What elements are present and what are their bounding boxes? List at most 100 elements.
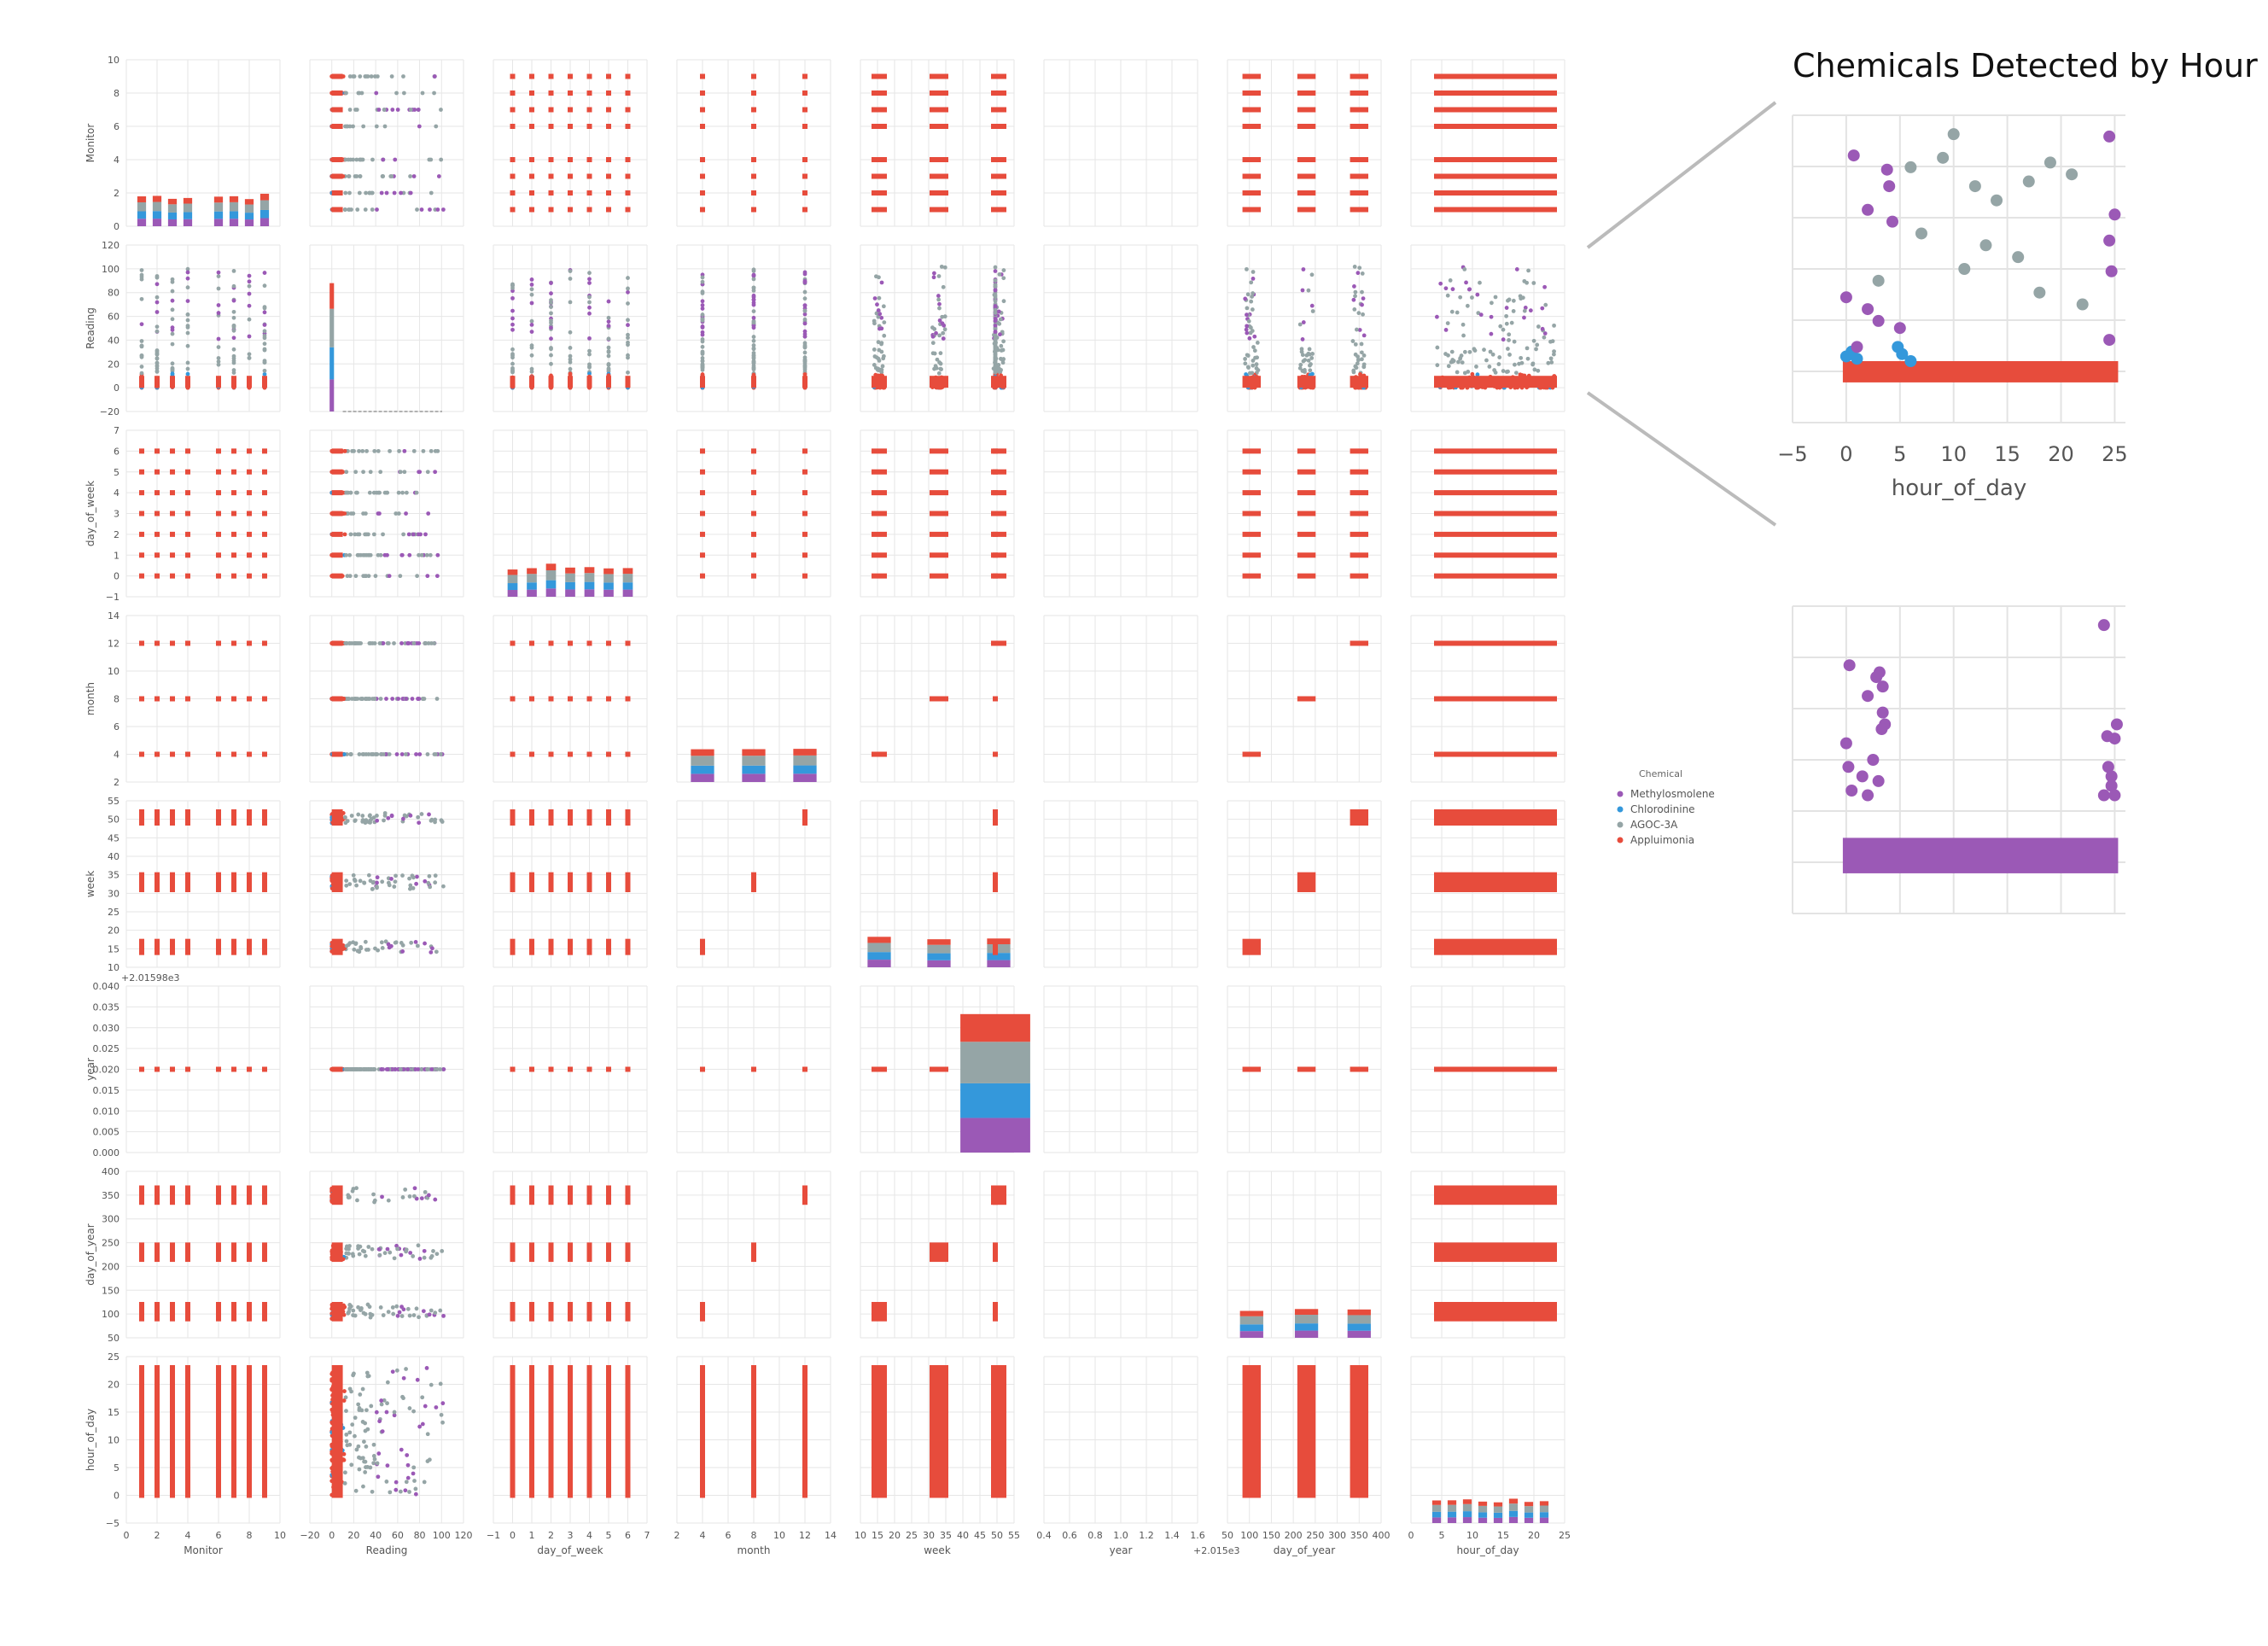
scatter-point bbox=[1243, 357, 1248, 361]
scatter-block bbox=[700, 107, 705, 113]
x-tick-label: 7 bbox=[644, 1530, 650, 1541]
scatter-block bbox=[331, 1302, 343, 1322]
scatter-point bbox=[262, 329, 267, 334]
scatter-block bbox=[930, 73, 948, 79]
y-tick-label: 200 bbox=[102, 1261, 120, 1272]
scatter-point bbox=[155, 300, 160, 305]
legend-label: Chlorodinine bbox=[1630, 803, 1695, 815]
scatter-block bbox=[529, 124, 534, 129]
scatter-block bbox=[930, 469, 948, 475]
scatter-point bbox=[1001, 357, 1006, 361]
scatter-point bbox=[231, 328, 236, 333]
y-tick-label: 100 bbox=[102, 1309, 120, 1320]
scatter-block bbox=[1242, 531, 1261, 537]
y-tick-label: 0.015 bbox=[93, 1085, 120, 1096]
scatter-point bbox=[394, 90, 399, 96]
scatter-block bbox=[216, 1365, 221, 1498]
scatter-point bbox=[342, 448, 347, 453]
cell-Monitor-vs-hour_of_day bbox=[1410, 59, 1565, 227]
scatter-block bbox=[1297, 173, 1316, 179]
scatter-point bbox=[751, 355, 756, 359]
scatter-block bbox=[231, 1302, 236, 1322]
scatter-block bbox=[606, 207, 611, 213]
scatter-block bbox=[247, 872, 252, 892]
scatter-point bbox=[427, 1312, 432, 1317]
scatter-point bbox=[1448, 278, 1453, 283]
scatter-point bbox=[416, 814, 421, 820]
y-axis-label: week bbox=[85, 871, 96, 898]
scatter-block bbox=[231, 376, 236, 388]
scatter-block bbox=[1297, 511, 1316, 517]
scatter-block bbox=[700, 207, 705, 213]
scatter-point bbox=[362, 880, 367, 885]
hist-bar bbox=[507, 569, 518, 575]
y-tick-label: 50 bbox=[108, 814, 120, 826]
scatter-block bbox=[155, 552, 160, 558]
scatter-point bbox=[344, 1251, 349, 1256]
scatter-point bbox=[363, 207, 368, 212]
scatter-block bbox=[155, 696, 160, 702]
scatter-point bbox=[875, 302, 879, 307]
scatter-block bbox=[802, 511, 808, 517]
x-tick-label: 2 bbox=[548, 1530, 554, 1541]
scatter-point bbox=[1353, 364, 1358, 369]
scatter-point bbox=[549, 281, 553, 285]
scatter-point bbox=[940, 314, 945, 319]
scatter-point bbox=[371, 532, 376, 537]
cell-hour_of_day-vs-Reading bbox=[309, 1356, 464, 1524]
scatter-point bbox=[407, 1490, 411, 1494]
scatter-point bbox=[379, 1398, 384, 1403]
y-tick-label: 0.000 bbox=[93, 1147, 120, 1159]
scatter-block bbox=[751, 124, 756, 129]
hist-bar bbox=[137, 211, 147, 219]
scatter-point bbox=[363, 532, 368, 537]
x-tick-label: 10 bbox=[1466, 1530, 1478, 1541]
scatter-block bbox=[751, 73, 756, 79]
scatter-point bbox=[170, 366, 175, 371]
cell-day_of_year-vs-month bbox=[676, 1170, 831, 1339]
scatter-point bbox=[342, 532, 347, 537]
x-tick-label: 4 bbox=[185, 1530, 191, 1541]
scatter-point bbox=[993, 357, 998, 361]
scatter-point bbox=[1478, 312, 1484, 318]
scatter-block bbox=[548, 124, 554, 129]
scatter-point bbox=[700, 306, 705, 311]
scatter-point bbox=[415, 207, 419, 212]
scatter-point bbox=[510, 316, 515, 321]
scatter-block bbox=[216, 809, 221, 826]
scatter-point bbox=[423, 1189, 428, 1194]
scatter-point bbox=[360, 1248, 365, 1253]
scatter-point bbox=[1248, 325, 1253, 330]
scatter-block bbox=[1297, 1365, 1316, 1498]
cell-year-vs-day_of_year bbox=[1227, 985, 1382, 1153]
scatter-block bbox=[510, 751, 516, 757]
scatter-block bbox=[751, 511, 756, 517]
scatter-point bbox=[385, 1463, 390, 1468]
hist-bar bbox=[742, 773, 766, 782]
scatter-point bbox=[375, 875, 380, 880]
scatter-point bbox=[1297, 365, 1303, 371]
scatter-block bbox=[586, 751, 592, 757]
y-tick-label: 10 bbox=[108, 1435, 120, 1446]
scatter-point bbox=[363, 1428, 368, 1433]
scatter-point bbox=[341, 1398, 347, 1403]
scatter-block bbox=[1434, 809, 1557, 826]
scatter-block bbox=[751, 573, 756, 579]
scatter-point bbox=[382, 813, 388, 818]
scatter-block bbox=[247, 1185, 252, 1205]
scatter-block bbox=[700, 73, 705, 79]
scatter-point bbox=[353, 878, 358, 883]
scatter-block bbox=[1350, 490, 1368, 496]
scatter-block bbox=[625, 173, 631, 179]
hist-bar bbox=[183, 197, 193, 204]
scatter-block bbox=[1350, 809, 1368, 826]
scatter-point bbox=[429, 641, 434, 645]
scatter-point bbox=[1297, 322, 1303, 327]
scatter-point bbox=[1245, 292, 1251, 297]
hist-bar bbox=[183, 203, 193, 213]
scatter-block bbox=[139, 696, 144, 702]
scatter-block bbox=[568, 124, 573, 129]
scatter-block bbox=[1350, 640, 1368, 646]
scatter-block bbox=[510, 90, 516, 96]
cell-week-vs-month bbox=[676, 800, 831, 968]
